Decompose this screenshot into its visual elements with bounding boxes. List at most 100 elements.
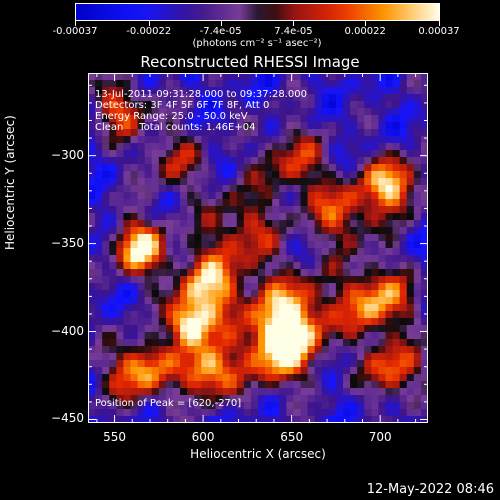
heatmap-cell bbox=[236, 206, 245, 214]
heatmap-cell bbox=[173, 164, 181, 172]
heatmap-cell bbox=[272, 122, 280, 130]
heatmap-cell bbox=[165, 136, 174, 144]
heatmap-cell bbox=[201, 220, 209, 228]
heatmap-cell bbox=[250, 395, 259, 403]
heatmap-cell bbox=[328, 325, 337, 333]
heatmap-cell bbox=[243, 409, 252, 417]
heatmap-cell bbox=[307, 129, 316, 137]
heatmap-cell bbox=[357, 101, 365, 109]
heatmap-cell bbox=[130, 409, 139, 417]
heatmap-cell bbox=[243, 73, 252, 81]
heatmap-cell bbox=[236, 402, 245, 410]
heatmap-cell bbox=[413, 108, 422, 116]
heatmap-cell bbox=[357, 283, 365, 291]
heatmap-cell bbox=[109, 94, 117, 102]
heatmap-cell bbox=[335, 220, 344, 228]
heatmap-cell bbox=[321, 283, 330, 291]
heatmap-cell bbox=[272, 318, 280, 326]
heatmap-cell bbox=[95, 290, 103, 298]
heatmap-cell bbox=[95, 101, 103, 109]
heatmap-cell bbox=[378, 108, 386, 116]
heatmap-cell bbox=[250, 283, 259, 291]
heatmap-cell bbox=[286, 150, 294, 158]
heatmap-cell bbox=[371, 269, 379, 277]
heatmap-cell bbox=[180, 346, 188, 354]
heatmap-cell bbox=[328, 416, 337, 423]
heatmap-cell bbox=[95, 234, 103, 242]
heatmap-cell bbox=[300, 339, 309, 347]
heatmap-cell bbox=[88, 199, 96, 207]
heatmap-cell bbox=[165, 311, 174, 319]
heatmap-cell bbox=[420, 360, 428, 368]
heatmap-cell bbox=[250, 213, 259, 221]
heatmap-cell bbox=[130, 353, 139, 361]
heatmap-cell bbox=[343, 213, 351, 221]
heatmap-cell bbox=[420, 283, 428, 291]
heatmap-cell bbox=[286, 115, 294, 123]
heatmap-cell bbox=[307, 290, 316, 298]
heatmap-cell bbox=[413, 374, 422, 382]
heatmap-cell bbox=[187, 178, 195, 186]
heatmap-cell bbox=[272, 80, 280, 88]
heatmap-cell bbox=[151, 276, 160, 284]
heatmap-cell bbox=[392, 87, 401, 95]
heatmap-cell bbox=[208, 227, 216, 235]
heatmap-cell bbox=[137, 409, 146, 417]
heatmap-cell bbox=[314, 157, 323, 165]
heatmap-cell bbox=[371, 129, 379, 137]
heatmap-cell bbox=[88, 290, 96, 298]
heatmap-cell bbox=[165, 220, 174, 228]
heatmap-cell bbox=[413, 206, 422, 214]
heatmap-cell bbox=[229, 318, 238, 326]
heatmap-cell bbox=[406, 227, 415, 235]
heatmap-cell bbox=[300, 213, 309, 221]
heatmap-cell bbox=[95, 199, 103, 207]
heatmap-cell bbox=[109, 234, 117, 242]
heatmap-cell bbox=[279, 276, 287, 284]
heatmap-cell bbox=[187, 143, 195, 151]
heatmap-cell bbox=[378, 269, 386, 277]
heatmap-cell bbox=[279, 192, 287, 200]
heatmap-cell bbox=[321, 73, 330, 81]
heatmap-cell bbox=[314, 290, 323, 298]
heatmap-cell bbox=[187, 171, 195, 179]
heatmap-cell bbox=[272, 73, 280, 81]
heatmap-cell bbox=[406, 325, 415, 333]
heatmap-cell bbox=[272, 269, 280, 277]
heatmap-cell bbox=[144, 318, 153, 326]
heatmap-cell bbox=[350, 283, 358, 291]
heatmap-cell bbox=[102, 367, 110, 375]
heatmap-cell bbox=[137, 248, 146, 256]
heatmap-cell bbox=[364, 332, 372, 340]
heatmap-cell bbox=[350, 80, 358, 88]
heatmap-cell bbox=[173, 409, 181, 417]
heatmap-cell bbox=[350, 171, 358, 179]
heatmap-cell bbox=[187, 353, 195, 361]
heatmap-cell bbox=[102, 129, 110, 137]
heatmap-cell bbox=[144, 332, 153, 340]
heatmap-cell bbox=[293, 262, 301, 270]
heatmap-cell bbox=[243, 115, 252, 123]
heatmap-cell bbox=[286, 206, 294, 214]
heatmap-cell bbox=[173, 304, 181, 312]
heatmap-cell bbox=[371, 402, 379, 410]
heatmap-cell bbox=[95, 269, 103, 277]
heatmap-cell bbox=[378, 101, 386, 109]
heatmap-cell bbox=[392, 129, 401, 137]
heatmap-cell bbox=[187, 220, 195, 228]
heatmap-cell bbox=[343, 87, 351, 95]
heatmap-cell bbox=[158, 255, 167, 263]
heatmap-cell bbox=[343, 192, 351, 200]
heatmap-cell bbox=[137, 395, 146, 403]
heatmap-cell bbox=[201, 276, 209, 284]
heatmap-cell bbox=[314, 283, 323, 291]
heatmap-cell bbox=[165, 332, 174, 340]
heatmap-cell bbox=[229, 269, 238, 277]
heatmap-cell bbox=[286, 136, 294, 144]
heatmap-cell bbox=[236, 339, 245, 347]
heatmap-cell bbox=[102, 388, 110, 396]
heatmap-cell bbox=[272, 199, 280, 207]
heatmap-cell bbox=[399, 374, 408, 382]
heatmap-cell bbox=[180, 164, 188, 172]
heatmap-cell bbox=[321, 339, 330, 347]
